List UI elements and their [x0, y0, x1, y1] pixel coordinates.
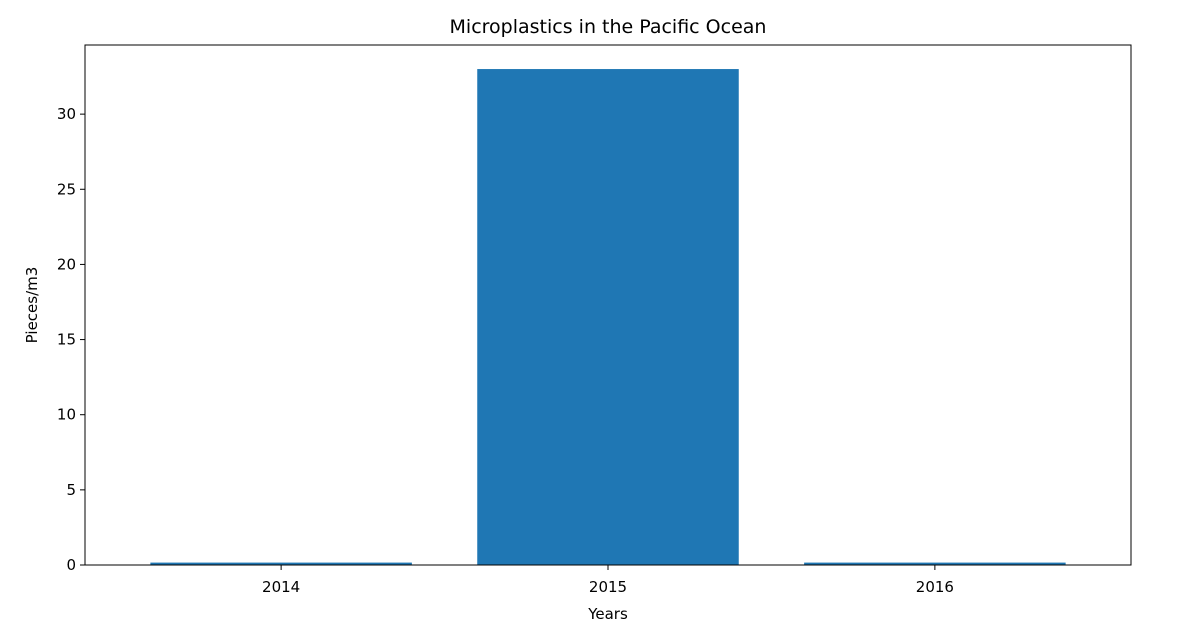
- y-tick-label: 0: [66, 556, 76, 574]
- y-tick-label: 25: [57, 180, 76, 198]
- bar-2016: [804, 562, 1066, 565]
- x-axis-label: Years: [587, 605, 628, 623]
- x-tick-label-2016: 2016: [916, 578, 954, 596]
- bar-2014: [150, 562, 412, 565]
- x-axis: 2014 2015 2016: [262, 565, 954, 596]
- y-tick-label: 5: [66, 481, 76, 499]
- y-tick-label: 30: [57, 105, 76, 123]
- y-axis: 0 5 10 15 20 25 30: [57, 105, 85, 574]
- x-tick-label-2015: 2015: [589, 578, 627, 596]
- bar-2015: [477, 69, 739, 566]
- y-tick-label: 15: [57, 331, 76, 349]
- chart-title: Microplastics in the Pacific Ocean: [450, 16, 767, 38]
- x-tick-label-2014: 2014: [262, 578, 300, 596]
- y-tick-label: 20: [57, 255, 76, 273]
- y-axis-label: Pieces/m3: [23, 267, 41, 344]
- y-tick-label: 10: [57, 406, 76, 424]
- bars-group: [150, 69, 1066, 566]
